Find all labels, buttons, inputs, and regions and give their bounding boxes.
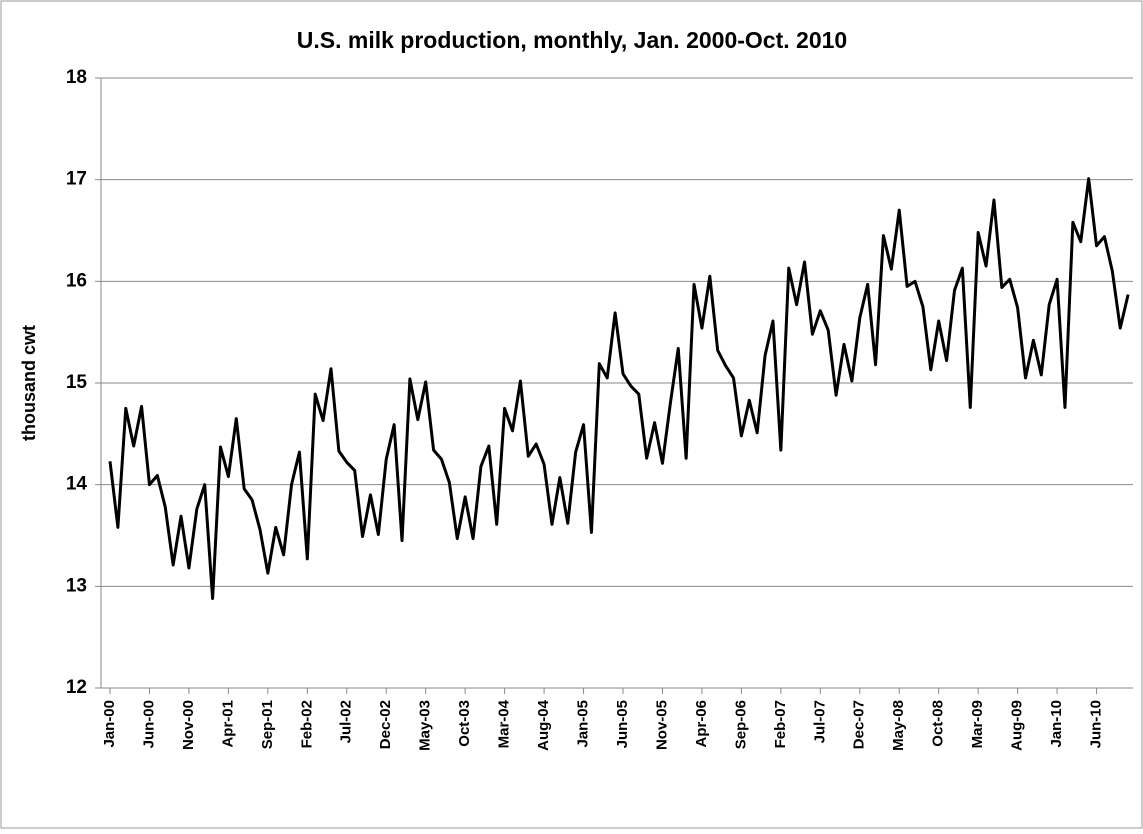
x-tick-label: Sep-01 <box>259 700 276 749</box>
x-tick-label: Jan-05 <box>575 700 592 748</box>
x-tick-label: Feb-07 <box>772 700 789 748</box>
y-tick-label: 17 <box>66 169 87 190</box>
x-tick-label: Feb-02 <box>298 700 315 748</box>
x-tick-label: Mar-09 <box>969 700 986 748</box>
x-tick-label: Apr-01 <box>219 700 236 748</box>
y-tick-label: 14 <box>66 474 88 495</box>
y-tick-label: 16 <box>66 270 87 291</box>
x-tick-label: Sep-06 <box>732 700 749 749</box>
x-tick-label: Oct-03 <box>456 700 473 747</box>
x-tick-label: Apr-06 <box>693 700 710 748</box>
x-tick-label: Jan-00 <box>101 700 118 748</box>
x-tick-label: Nov-05 <box>653 700 670 750</box>
y-tick-label: 18 <box>66 67 87 88</box>
chart-title: U.S. milk production, monthly, Jan. 2000… <box>297 27 847 53</box>
x-tick-label: Dec-02 <box>377 700 394 749</box>
y-tick-label: 15 <box>66 372 88 393</box>
x-tick-label: Jun-00 <box>140 700 157 748</box>
x-tick-label: Dec-07 <box>851 700 868 749</box>
x-tick-label: May-08 <box>890 700 907 751</box>
x-tick-label: Jul-02 <box>338 700 355 743</box>
x-tick-label: Jul-07 <box>811 700 828 743</box>
x-tick-label: Oct-08 <box>930 700 947 747</box>
y-tick-label: 13 <box>66 575 87 596</box>
y-tick-label: 12 <box>66 677 87 698</box>
x-tick-label: Aug-09 <box>1009 700 1026 751</box>
x-tick-label: Mar-04 <box>496 699 513 748</box>
x-tick-label: Nov-00 <box>180 700 197 750</box>
x-tick-label: May-03 <box>417 700 434 751</box>
x-tick-label: Jun-10 <box>1088 700 1105 748</box>
y-axis-label: thousand cwt <box>19 325 39 441</box>
line-series <box>108 177 1130 601</box>
x-tick-label: Jun-05 <box>614 700 631 748</box>
x-tick-label: Aug-04 <box>535 699 552 750</box>
x-tick-label: Jan-10 <box>1048 700 1065 748</box>
